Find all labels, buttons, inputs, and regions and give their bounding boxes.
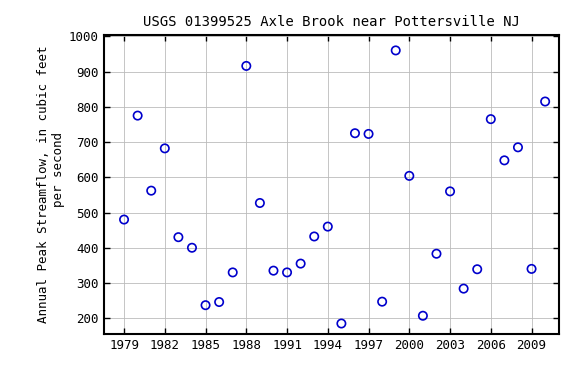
Point: [201, 302, 210, 308]
Point: [459, 286, 468, 292]
Point: [242, 63, 251, 69]
Point: [187, 245, 196, 251]
Point: [269, 268, 278, 274]
Point: [296, 260, 305, 266]
Title: USGS 01399525 Axle Brook near Pottersville NJ: USGS 01399525 Axle Brook near Pottersvil…: [143, 15, 520, 29]
Point: [310, 233, 319, 240]
Point: [377, 299, 386, 305]
Point: [527, 266, 536, 272]
Point: [445, 188, 454, 194]
Point: [405, 173, 414, 179]
Point: [337, 320, 346, 326]
Point: [119, 217, 128, 223]
Point: [255, 200, 264, 206]
Point: [364, 131, 373, 137]
Point: [500, 157, 509, 164]
Point: [486, 116, 495, 122]
Point: [391, 47, 400, 53]
Point: [418, 313, 427, 319]
Point: [147, 188, 156, 194]
Point: [214, 299, 223, 305]
Point: [133, 113, 142, 119]
Point: [160, 145, 169, 151]
Point: [513, 144, 522, 151]
Point: [473, 266, 482, 272]
Point: [282, 269, 291, 275]
Y-axis label: Annual Peak Streamflow, in cubic feet
    per second: Annual Peak Streamflow, in cubic feet pe…: [37, 46, 65, 323]
Point: [540, 98, 550, 104]
Point: [350, 130, 359, 136]
Point: [432, 251, 441, 257]
Point: [228, 269, 237, 275]
Point: [323, 223, 332, 230]
Point: [174, 234, 183, 240]
